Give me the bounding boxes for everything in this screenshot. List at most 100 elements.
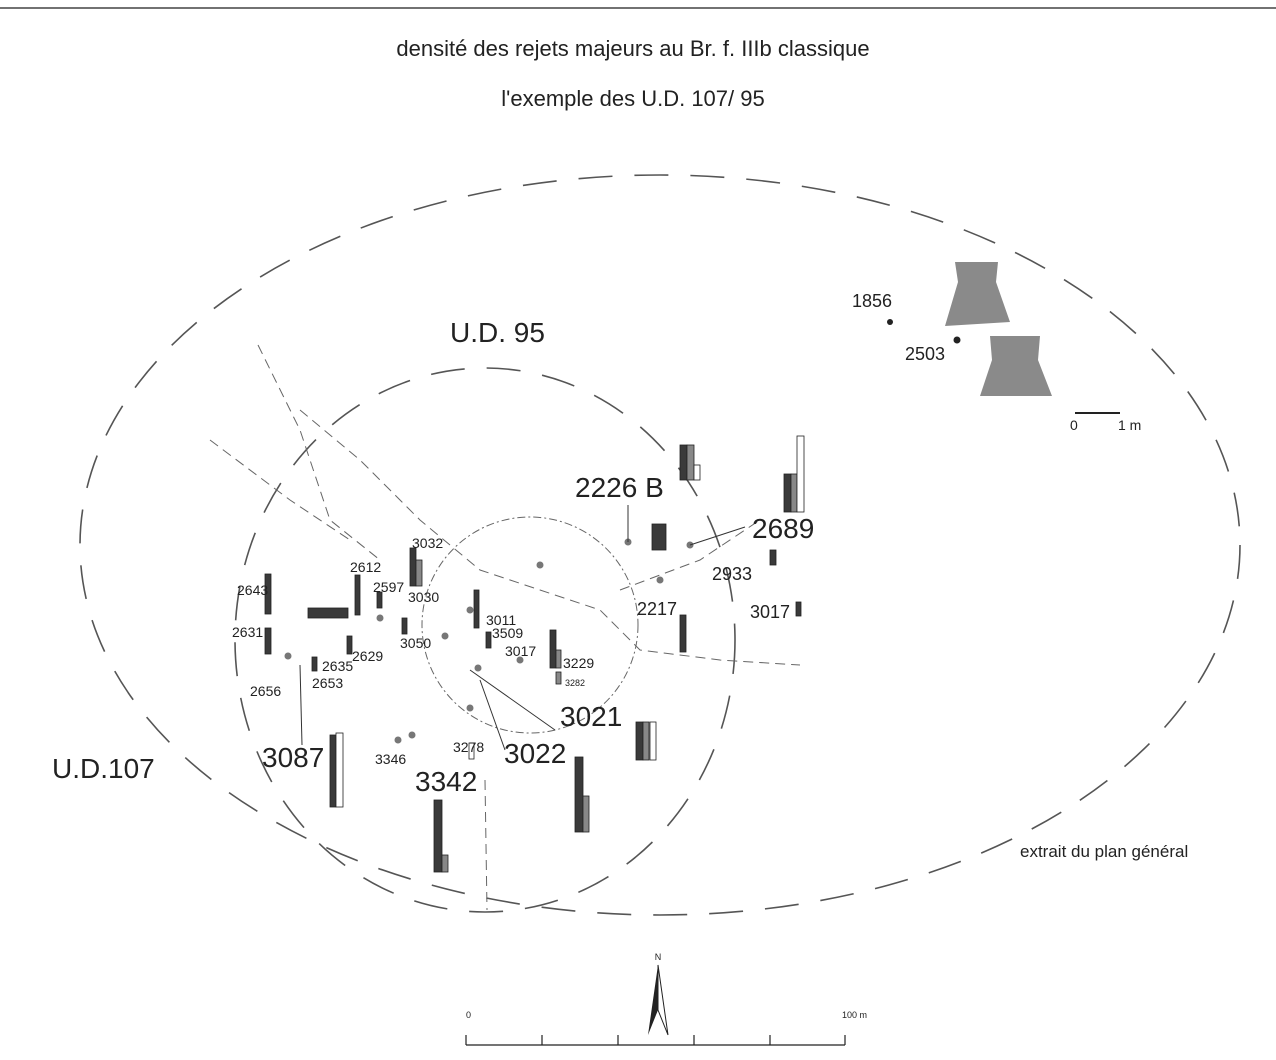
deposit-bar [651, 523, 667, 551]
feature-label: 2643 [237, 582, 268, 598]
north-arrow [648, 965, 658, 1035]
pit [656, 576, 664, 584]
deposit-bar [409, 547, 417, 587]
title: densité des rejets majeurs au Br. f. III… [396, 36, 869, 61]
inner-zone [421, 516, 639, 734]
deposit-bar [555, 671, 562, 685]
feature-label: 3342 [415, 766, 477, 797]
feature-label: 3017 [750, 602, 790, 622]
feature-label: 3032 [412, 535, 443, 551]
feature-label: 2656 [250, 683, 281, 699]
deposit-bar [468, 742, 475, 760]
leader-line [299, 664, 303, 746]
note: extrait du plan général [1020, 842, 1188, 861]
deposit-bar [415, 559, 423, 587]
deposit-bar [473, 589, 480, 629]
feature-label: 2503 [905, 344, 945, 364]
scale-label: 0 [1070, 417, 1078, 433]
pit [408, 731, 416, 739]
feature-label: 3022 [504, 738, 566, 769]
feature-label: 3030 [408, 589, 439, 605]
deposit-bar [485, 631, 492, 649]
zone-label: U.D. 95 [450, 317, 545, 348]
deposit-bar [555, 649, 562, 669]
deposit-bar [329, 734, 337, 808]
deposit-bar [346, 635, 353, 655]
leader-line [689, 526, 746, 546]
scale-label: 1 m [1118, 417, 1141, 433]
deposit-bar [686, 444, 695, 481]
feature-label: 2629 [352, 648, 383, 664]
deposit-bar [574, 756, 584, 833]
scale-label: 100 m [842, 1010, 867, 1020]
feature-label: 2226 B [575, 472, 664, 503]
feature-label: 3017 [505, 643, 536, 659]
deposit-bar [693, 464, 701, 481]
feature-label: 2635 [322, 658, 353, 674]
deposit-bar [790, 473, 798, 513]
feature-label: 3278 [453, 739, 484, 755]
feature-label: 1856 [852, 291, 892, 311]
feature-label: 2653 [312, 675, 343, 691]
feature-label: 3021 [560, 701, 622, 732]
deposit-bar [783, 473, 792, 513]
leader-line [469, 669, 556, 731]
deposit-bar [635, 721, 644, 761]
structure [980, 336, 1052, 396]
deposit-bar [264, 627, 272, 655]
deposit-bar [335, 732, 344, 808]
deposit-bar [401, 617, 408, 635]
bars [264, 435, 805, 873]
pit [394, 736, 402, 744]
deposit-bar [679, 614, 687, 653]
feature-label: 3011 [486, 612, 516, 628]
subtitle: l'exemple des U.D. 107/ 95 [501, 86, 764, 111]
pit [516, 656, 524, 664]
deposit-bar [649, 721, 657, 761]
zone-label: U.D.107 [52, 753, 155, 784]
feature-label: 3282 [565, 678, 585, 688]
deposit-bar [679, 444, 688, 481]
pit [284, 652, 292, 660]
feature-label: 3229 [563, 655, 594, 671]
feature-label: 2933 [712, 564, 752, 584]
feature-label: 3087 [262, 742, 324, 773]
feature-label: 3346 [375, 751, 406, 767]
deposit-bar [642, 721, 650, 761]
deposit-bar [441, 854, 449, 873]
pit [376, 614, 384, 622]
structure [945, 262, 1010, 326]
pit [474, 664, 482, 672]
pit [536, 561, 544, 569]
feature-label: 2631 [232, 624, 263, 640]
feature-label: 3509 [492, 625, 523, 641]
feature-label: 2612 [350, 559, 381, 575]
zone-ud95 [234, 367, 736, 913]
trench-lines [209, 344, 801, 911]
north-arrow [657, 964, 669, 1036]
deposit-bar [433, 799, 443, 873]
deposit-bar [582, 795, 590, 833]
north-label: N [655, 952, 662, 962]
point [887, 319, 893, 325]
deposit-bar [311, 656, 318, 672]
pit [441, 632, 449, 640]
pit [466, 606, 474, 614]
deposit-bar [264, 573, 272, 615]
feature-label: 3050 [400, 635, 431, 651]
feature-label: 2217 [637, 599, 677, 619]
point [953, 336, 961, 344]
deposit-bar [549, 629, 557, 669]
zone-ud107 [79, 174, 1241, 916]
leader-line [479, 679, 506, 751]
deposit-bar [307, 607, 349, 619]
deposit-bar [354, 574, 361, 616]
feature-label: 2689 [752, 513, 814, 544]
deposit-bar [795, 601, 802, 617]
deposit-bar [796, 435, 805, 513]
deposit-bar [376, 591, 383, 609]
pit [466, 704, 474, 712]
scale-bar [465, 1035, 846, 1046]
